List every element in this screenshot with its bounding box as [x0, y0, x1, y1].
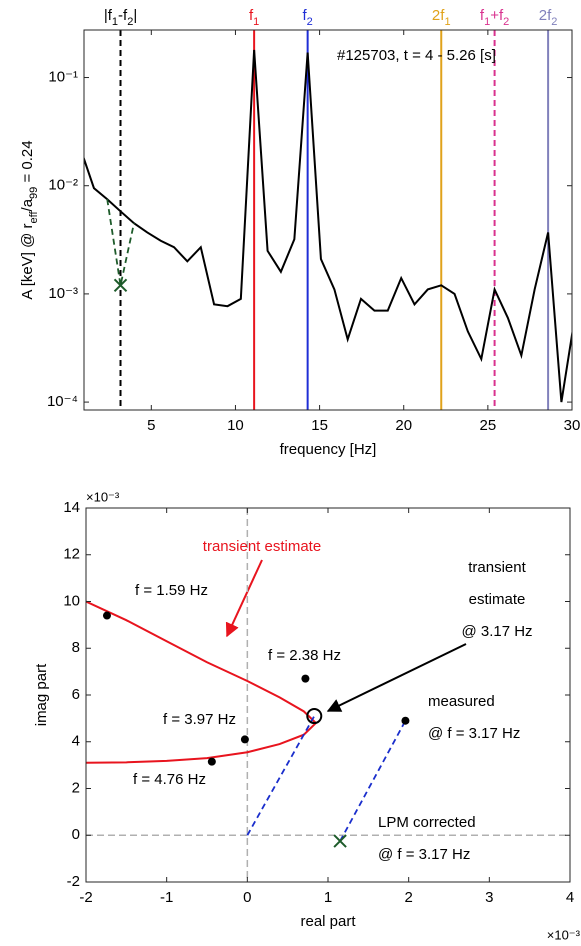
label-part: f	[249, 7, 254, 24]
label-part: 2f	[432, 7, 445, 24]
annotation: f = 2.38 Hz	[268, 647, 341, 664]
annotation: estimate	[469, 591, 526, 608]
x-axis-label: frequency [Hz]	[280, 441, 377, 458]
label-part: 2	[503, 16, 509, 28]
label-part: /a	[19, 198, 36, 211]
x-tick-label: 2	[404, 889, 412, 906]
x-tick-label: 5	[147, 417, 155, 434]
label-part: 1	[253, 16, 259, 28]
y-tick-label: 10⁻⁴	[47, 393, 78, 410]
plot-area	[84, 30, 572, 410]
series-line	[84, 49, 572, 403]
x-tick-label: 25	[480, 417, 497, 434]
annotation: @ f = 3.17 Hz	[428, 725, 520, 742]
x-tick-label: 20	[395, 417, 412, 434]
series-line	[86, 600, 318, 764]
label-part: = 0.24	[19, 140, 36, 186]
annotation: LPM corrected	[378, 814, 476, 831]
annotation: measured	[428, 693, 495, 710]
arrow	[326, 643, 467, 712]
annotation: f = 4.76 Hz	[133, 771, 206, 788]
label-part: |f	[104, 7, 113, 24]
x-scale-label: ×10⁻³	[547, 927, 581, 942]
point	[301, 674, 310, 683]
x-tick-label: 0	[243, 889, 251, 906]
label-part: eff	[28, 211, 40, 224]
label-part: |	[133, 7, 137, 24]
label-part: +f	[490, 7, 504, 24]
reference-label: 2f1	[432, 7, 451, 28]
x-tick-label: 10	[227, 417, 244, 434]
label-part: 99	[28, 187, 40, 199]
y-tick-label: -2	[67, 873, 80, 890]
annotation: #125703, t = 4 - 5.26 [s]	[337, 47, 496, 64]
y-axis-label: imag part	[33, 663, 50, 726]
x-axis-label: real part	[300, 913, 356, 930]
point	[333, 834, 347, 848]
x-tick-label: 15	[311, 417, 328, 434]
reference-label: f1+f2	[480, 7, 509, 28]
y-axis-label: A [keV] @ reff/a99 = 0.24	[19, 140, 40, 299]
point	[306, 708, 323, 725]
annotation: @ 3.17 Hz	[461, 623, 532, 640]
reference-label: |f1-f2|	[104, 7, 137, 28]
axes-frame	[83, 29, 573, 411]
annotation: transient estimate	[203, 538, 321, 555]
point	[207, 757, 216, 766]
y-tick-label: 10⁻³	[48, 285, 78, 302]
point	[401, 716, 410, 725]
y-tick-label: 10⁻²	[48, 177, 78, 194]
x-tick-label: 4	[566, 889, 574, 906]
y-tick-label: 0	[72, 826, 80, 843]
label-part: 1	[444, 16, 450, 28]
point	[113, 278, 128, 293]
annotation: @ f = 3.17 Hz	[378, 846, 470, 863]
y-tick-label: 12	[63, 546, 80, 563]
point	[240, 735, 249, 744]
y-tick-label: 10⁻¹	[48, 68, 78, 85]
label-part: 1	[112, 16, 118, 28]
arrow	[225, 559, 263, 638]
y-tick-label: 14	[63, 499, 80, 516]
label-part: A [keV] @ r	[19, 224, 36, 300]
x-tick-label: 3	[485, 889, 493, 906]
label-part: 2	[307, 16, 313, 28]
label-part: -f	[118, 7, 128, 24]
label-part: 1	[484, 16, 490, 28]
label-part: 2f	[539, 7, 552, 24]
x-tick-label: -2	[79, 889, 92, 906]
label-part: f	[480, 7, 485, 24]
y-scale-label: ×10⁻³	[86, 489, 120, 504]
reference-label: f1	[249, 7, 259, 28]
x-tick-label: -1	[160, 889, 173, 906]
y-tick-label: 8	[72, 639, 80, 656]
plot-area	[86, 508, 570, 882]
annotation: f = 1.59 Hz	[135, 582, 208, 599]
y-tick-label: 6	[72, 686, 80, 703]
y-tick-label: 4	[72, 733, 80, 750]
reference-label: f2	[302, 7, 312, 28]
series-line	[339, 720, 407, 842]
reference-label: 2f2	[539, 7, 558, 28]
x-tick-label: 30	[564, 417, 581, 434]
y-tick-label: 2	[72, 779, 80, 796]
series-line	[246, 715, 316, 836]
x-tick-label: 1	[324, 889, 332, 906]
label-part: 2	[127, 16, 133, 28]
y-tick-label: 10	[63, 592, 80, 609]
label-part: 2	[551, 16, 557, 28]
annotation: f = 3.97 Hz	[163, 711, 236, 728]
label-part: f	[302, 7, 307, 24]
annotation: transient	[468, 559, 526, 576]
point	[102, 611, 111, 620]
